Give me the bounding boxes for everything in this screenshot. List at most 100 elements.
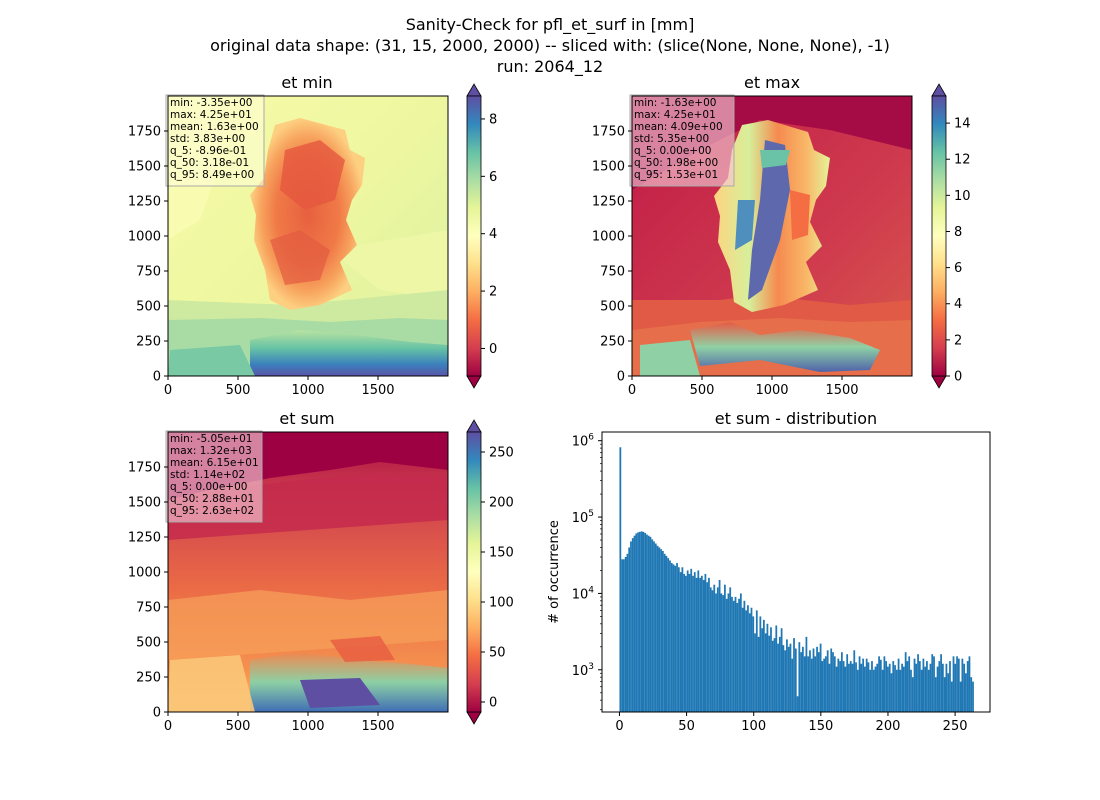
histogram-bar xyxy=(858,656,861,712)
histogram-bar xyxy=(644,532,647,712)
histogram-bar xyxy=(699,577,701,712)
x-tick-label: 0 xyxy=(615,719,623,734)
y-tick-label: 750 xyxy=(600,265,625,280)
histogram-bar xyxy=(968,656,971,712)
histogram-bar xyxy=(663,553,666,712)
histogram-bar xyxy=(628,547,631,712)
histogram-bar xyxy=(830,648,833,712)
histogram-bar xyxy=(860,663,863,712)
histogram-bar xyxy=(653,541,655,712)
colorbar-tick-label: 2 xyxy=(954,333,962,348)
x-tick-label: 0 xyxy=(164,719,172,734)
stats-box-et-max-bg xyxy=(629,94,735,187)
histogram-bar xyxy=(722,595,725,712)
histogram-bar xyxy=(693,572,696,712)
stat-line: mean: 4.09e+00 xyxy=(634,121,723,133)
histogram-bar xyxy=(638,531,641,712)
histogram-bar xyxy=(692,575,694,712)
histogram-bar xyxy=(764,633,767,712)
colorbar-tick-label: 12 xyxy=(954,153,971,168)
stat-line: q_95: 1.53e+01 xyxy=(634,169,718,181)
histogram-bar xyxy=(750,607,753,712)
histogram-bar xyxy=(890,673,893,712)
histogram-bar xyxy=(745,610,748,712)
colorbar-tick-label: 8 xyxy=(954,225,962,240)
histogram-bar xyxy=(624,556,627,712)
histogram-bar xyxy=(835,666,838,712)
histogram-bar xyxy=(642,531,645,712)
x-tick-label: 500 xyxy=(226,719,251,734)
histogram-bar xyxy=(840,652,843,712)
histogram-bar xyxy=(731,596,733,712)
histogram-bar xyxy=(697,570,700,712)
histogram-bar xyxy=(888,663,891,712)
histogram-bar xyxy=(901,663,903,712)
histogram-bar xyxy=(766,623,769,712)
histogram-bar xyxy=(741,607,744,712)
colorbar-tick-label: 200 xyxy=(489,496,514,511)
y-tick-label: 750 xyxy=(136,601,161,616)
histogram-bar xyxy=(686,570,689,712)
axis-ticks-et-sum: 0 500 1000 1500 0 250 500 750 1000 1250 1500 1750 xyxy=(128,461,395,735)
histogram-bar xyxy=(796,696,799,712)
histogram-bar xyxy=(940,654,942,712)
histogram-bar xyxy=(683,573,686,712)
y-tick-label: 1500 xyxy=(128,160,161,175)
y-tick-label: 103 xyxy=(572,662,594,679)
histogram-bar xyxy=(763,619,765,712)
colorbar-tick-label: 0 xyxy=(489,696,497,711)
histogram-bar xyxy=(871,661,873,712)
histogram-bar xyxy=(832,652,834,712)
histogram-bar xyxy=(844,666,847,712)
histogram-bar xyxy=(903,666,905,712)
colorbar-tick-label: 0 xyxy=(489,342,497,357)
histogram-bar xyxy=(724,584,726,712)
histogram-bar xyxy=(729,587,732,712)
colorbar-tick-label: 14 xyxy=(954,117,971,132)
histogram-bar xyxy=(876,663,879,712)
histogram-bar xyxy=(931,654,934,712)
panel-et-max-title: et max xyxy=(744,73,800,92)
histogram-bar xyxy=(910,669,912,712)
colorbar-tick-label: 250 xyxy=(489,446,514,461)
stat-line: q_95: 2.63e+02 xyxy=(170,505,254,517)
histogram-bar xyxy=(718,579,721,712)
colorbar-extend-min xyxy=(466,711,482,725)
x-tick-label: 100 xyxy=(741,719,766,734)
y-tick-label: 1250 xyxy=(128,195,161,210)
stats-box-et-max: min: -1.63e+00 max: 4.25e+01 mean: 4.09e… xyxy=(629,94,735,187)
y-tick-label: 250 xyxy=(136,671,161,686)
histogram-bar xyxy=(700,575,703,712)
histogram-bar xyxy=(950,681,953,712)
histogram-bar xyxy=(685,575,687,712)
histogram-frame xyxy=(601,431,991,713)
histogram-bar xyxy=(927,669,930,712)
histogram-bar xyxy=(688,573,691,712)
x-tick-label: 50 xyxy=(678,719,695,734)
x-tick-label: 150 xyxy=(808,719,833,734)
histogram-bar xyxy=(681,567,684,712)
stat-line: q_5: 0.00e+00 xyxy=(634,145,711,157)
colorbar-et-sum: 0 50 100 150 200 250 xyxy=(466,419,514,725)
stats-box-et-min: min: -3.35e+00 max: 4.25e+01 mean: 1.63e… xyxy=(165,94,265,187)
histogram-bar xyxy=(739,593,742,712)
colorbar-tick-label: 100 xyxy=(489,596,514,611)
histogram-bar xyxy=(924,666,927,712)
histogram-bar xyxy=(679,572,682,712)
histogram-bar xyxy=(814,656,817,712)
histogram-bar xyxy=(879,659,882,712)
histogram-bar xyxy=(885,661,888,712)
histogram-bar xyxy=(874,666,877,712)
histogram-bar xyxy=(949,661,951,712)
y-tick-label: 1250 xyxy=(128,531,161,546)
colorbar-tick-label: 6 xyxy=(489,170,497,185)
histogram-bar xyxy=(747,605,749,712)
histogram-bar xyxy=(945,663,948,712)
colorbar-tick-label: 2 xyxy=(489,285,497,300)
histogram-bar xyxy=(752,616,755,712)
histogram-bar xyxy=(954,663,957,712)
histogram-bar xyxy=(711,590,714,712)
histogram-title: et sum - distribution xyxy=(715,409,877,428)
histogram-bar xyxy=(791,658,794,712)
histogram-bar xyxy=(786,639,788,712)
